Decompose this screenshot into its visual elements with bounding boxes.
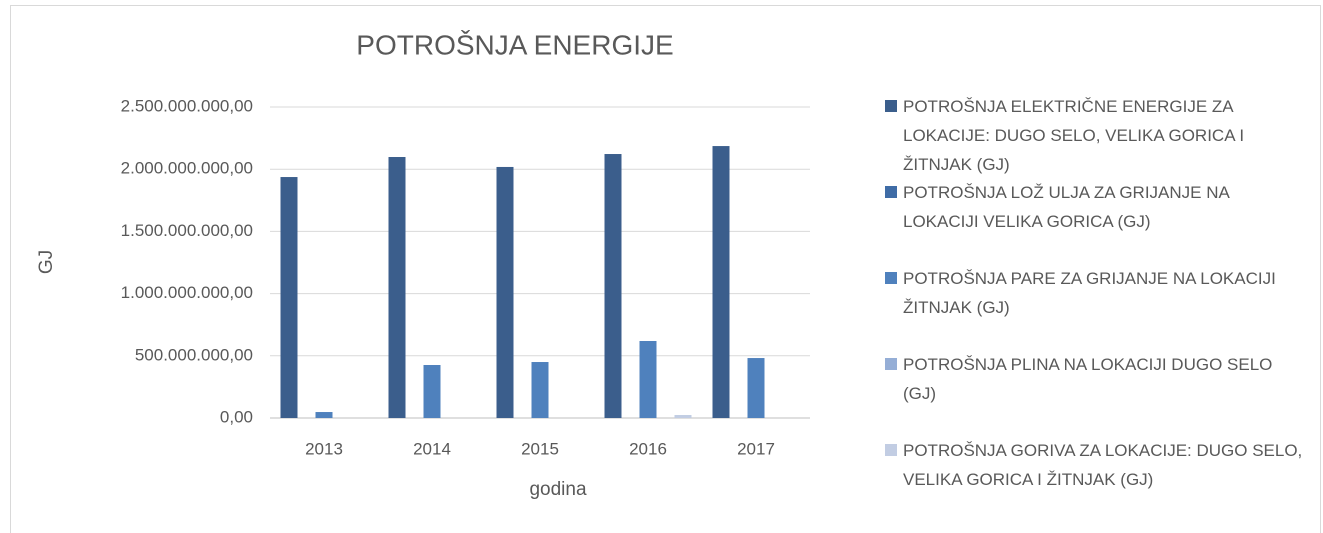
x-tick-label: 2014 xyxy=(413,439,451,458)
legend-label: POTROŠNJA LOŽ ULJA ZA GRIJANJE NA LOKACI… xyxy=(903,183,1229,231)
y-tick-label: 1.500.000.000,00 xyxy=(121,221,253,240)
x-tick-label: 2013 xyxy=(305,439,343,458)
bar xyxy=(674,415,692,418)
bar xyxy=(639,340,657,418)
legend-label: POTROŠNJA ELEKTRIČNE ENERGIJE ZA LOKACIJ… xyxy=(903,97,1245,174)
legend-swatch xyxy=(885,272,897,284)
x-tick-label: 2016 xyxy=(629,439,667,458)
bar xyxy=(280,177,298,418)
legend-swatch xyxy=(885,444,897,456)
legend-entry: POTROŠNJA PLINA NA LOKACIJI DUGO SELO (G… xyxy=(885,350,1305,436)
legend-swatch xyxy=(885,186,897,198)
chart-title: POTROŠNJA ENERGIJE xyxy=(356,29,673,60)
y-tick-label: 2.500.000.000,00 xyxy=(121,96,253,115)
bar xyxy=(604,154,622,418)
legend-label: POTROŠNJA PARE ZA GRIJANJE NA LOKACIJI Ž… xyxy=(903,269,1276,317)
legend-swatch xyxy=(885,100,897,112)
legend-entry: POTROŠNJA GORIVA ZA LOKACIJE: DUGO SELO,… xyxy=(885,436,1305,522)
legend-entry: POTROŠNJA ELEKTRIČNE ENERGIJE ZA LOKACIJ… xyxy=(885,92,1305,178)
bar xyxy=(423,365,441,418)
bar xyxy=(315,412,333,418)
legend-entry: POTROŠNJA PARE ZA GRIJANJE NA LOKACIJI Ž… xyxy=(885,264,1305,350)
y-tick-label: 0,00 xyxy=(220,407,253,426)
x-tick-label: 2017 xyxy=(737,439,775,458)
y-tick-label: 2.000.000.000,00 xyxy=(121,159,253,178)
x-tick-label: 2015 xyxy=(521,439,559,458)
x-axis-label: godina xyxy=(529,479,586,500)
legend-label: POTROŠNJA PLINA NA LOKACIJI DUGO SELO (G… xyxy=(903,355,1273,403)
y-tick-label: 1.000.000.000,00 xyxy=(121,283,253,302)
bar xyxy=(388,157,406,419)
legend-entry: POTROŠNJA LOŽ ULJA ZA GRIJANJE NA LOKACI… xyxy=(885,178,1305,264)
chart-border xyxy=(10,5,1321,533)
legend: POTROŠNJA ELEKTRIČNE ENERGIJE ZA LOKACIJ… xyxy=(885,92,1305,522)
bar xyxy=(712,146,730,419)
y-tick-label: 500.000.000,00 xyxy=(135,345,253,364)
bar xyxy=(496,166,514,418)
y-axis-label: GJ xyxy=(36,250,57,274)
legend-label: POTROŠNJA GORIVA ZA LOKACIJE: DUGO SELO,… xyxy=(903,441,1303,489)
legend-swatch xyxy=(885,358,897,370)
bar xyxy=(747,358,765,418)
bar xyxy=(531,362,549,418)
